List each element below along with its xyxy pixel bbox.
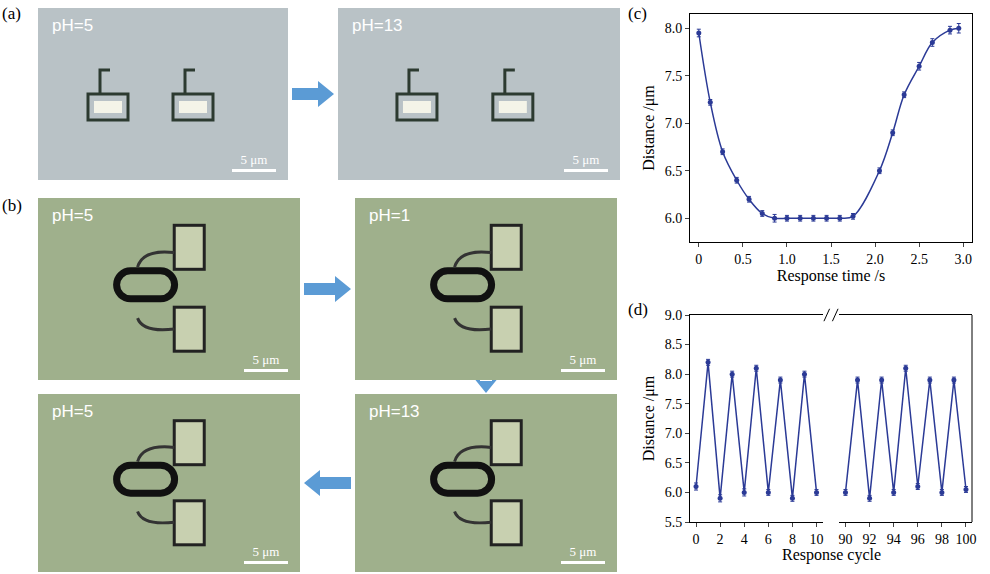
svg-text:1.0: 1.0 — [778, 252, 796, 267]
svg-text:7.5: 7.5 — [665, 397, 683, 412]
svg-text:0: 0 — [693, 532, 700, 547]
svg-text:8.0: 8.0 — [665, 367, 683, 382]
svg-text:92: 92 — [863, 532, 877, 547]
svg-text:100: 100 — [955, 532, 976, 547]
svg-text:6.5: 6.5 — [665, 456, 683, 471]
html-text:5 μm: 5 μm — [252, 544, 280, 559]
html-text:(d): (d) — [628, 300, 648, 319]
svg-text:8.0: 8.0 — [665, 21, 683, 36]
svg-text:6.0: 6.0 — [665, 485, 683, 500]
html-text:(a): (a) — [2, 4, 21, 23]
svg-text:9.0: 9.0 — [665, 308, 683, 323]
svg-text:2.5: 2.5 — [910, 252, 928, 267]
svg-text:2.0: 2.0 — [866, 252, 884, 267]
svg-text:8: 8 — [789, 532, 796, 547]
html-text:pH=13: pH=13 — [352, 16, 403, 35]
html-text:5 μm: 5 μm — [569, 544, 597, 559]
svg-text:6.0: 6.0 — [665, 211, 683, 226]
svg-text:90: 90 — [838, 532, 852, 547]
svg-text:96: 96 — [911, 532, 925, 547]
svg-text:Distance /μm: Distance /μm — [640, 375, 658, 461]
svg-text:10: 10 — [810, 532, 824, 547]
svg-text:7.0: 7.0 — [665, 116, 683, 131]
html-text:5 μm: 5 μm — [240, 152, 268, 167]
svg-text:98: 98 — [935, 532, 949, 547]
svg-text:Response time /s: Response time /s — [777, 267, 885, 285]
html-text:pH=5: pH=5 — [52, 16, 94, 35]
svg-text:5.5: 5.5 — [665, 515, 683, 530]
svg-text:8.5: 8.5 — [665, 337, 683, 352]
html-text:5 μm: 5 μm — [572, 152, 600, 167]
svg-text:Response cycle: Response cycle — [782, 546, 881, 564]
html-text:(b): (b) — [2, 196, 22, 215]
html-text:pH=5: pH=5 — [52, 206, 94, 225]
svg-text:0: 0 — [695, 252, 702, 267]
svg-text:94: 94 — [887, 532, 901, 547]
svg-text:7.5: 7.5 — [665, 69, 683, 84]
svg-text:6.5: 6.5 — [665, 164, 683, 179]
svg-text:0.5: 0.5 — [734, 252, 752, 267]
html-text:pH=5: pH=5 — [52, 402, 94, 421]
svg-text:4: 4 — [741, 532, 748, 547]
html-text:5 μm: 5 μm — [569, 352, 597, 367]
svg-text:1.5: 1.5 — [822, 252, 840, 267]
html-text:pH=13: pH=13 — [369, 402, 420, 421]
svg-text:7.0: 7.0 — [665, 426, 683, 441]
html-text:(c): (c) — [628, 4, 647, 23]
svg-text:Distance /μm: Distance /μm — [640, 85, 658, 171]
svg-text:2: 2 — [717, 532, 724, 547]
svg-text:3.0: 3.0 — [954, 252, 972, 267]
html-text:5 μm: 5 μm — [252, 352, 280, 367]
html-text:pH=1: pH=1 — [369, 206, 411, 225]
svg-text:6: 6 — [765, 532, 772, 547]
